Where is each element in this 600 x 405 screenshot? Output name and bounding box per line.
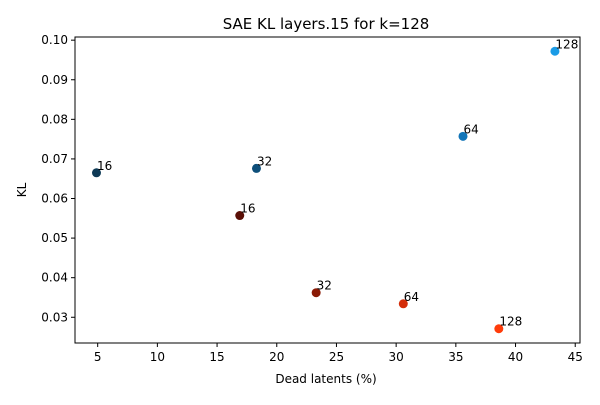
chart-title: SAE KL layers.15 for k=128 — [223, 15, 430, 33]
y-tick-label: 0.05 — [41, 231, 68, 245]
data-point-label: 64 — [404, 290, 419, 304]
data-point-label: 32 — [317, 279, 332, 293]
data-point-label: 16 — [97, 159, 112, 173]
y-tick-label: 0.08 — [41, 112, 68, 126]
x-tick-label: 45 — [568, 350, 583, 364]
y-tick-label: 0.04 — [41, 271, 68, 285]
data-point-label: 32 — [257, 154, 272, 168]
x-tick-label: 5 — [94, 350, 102, 364]
data-point — [91, 168, 101, 178]
y-tick-label: 0.10 — [41, 33, 68, 47]
y-tick-label: 0.09 — [41, 73, 68, 87]
x-tick-label: 40 — [508, 350, 523, 364]
data-point — [235, 211, 245, 221]
data-point — [458, 131, 468, 141]
y-axis-label: KL — [15, 182, 29, 197]
data-point — [311, 288, 321, 298]
plot-frame — [74, 36, 581, 344]
y-tick-label: 0.07 — [41, 152, 68, 166]
x-tick-label: 15 — [209, 350, 224, 364]
x-tick-label: 25 — [329, 350, 344, 364]
data-point — [550, 46, 560, 56]
x-tick-label: 35 — [448, 350, 463, 364]
x-tick-label: 30 — [389, 350, 404, 364]
y-tick-label: 0.03 — [41, 310, 68, 324]
y-tick-label: 0.06 — [41, 192, 68, 206]
x-tick-label: 20 — [269, 350, 284, 364]
data-point — [251, 163, 261, 173]
x-axis-label: Dead latents (%) — [275, 372, 376, 386]
data-point-label: 128 — [499, 315, 522, 329]
data-point-label: 16 — [240, 202, 255, 216]
plot-area: 16 32 64 128 16 32 64 128 — [91, 37, 578, 334]
data-point-label: 128 — [555, 37, 578, 51]
x-tick-label: 10 — [150, 350, 165, 364]
data-point — [398, 299, 408, 309]
data-point — [494, 324, 504, 334]
data-point-label: 64 — [464, 122, 479, 136]
